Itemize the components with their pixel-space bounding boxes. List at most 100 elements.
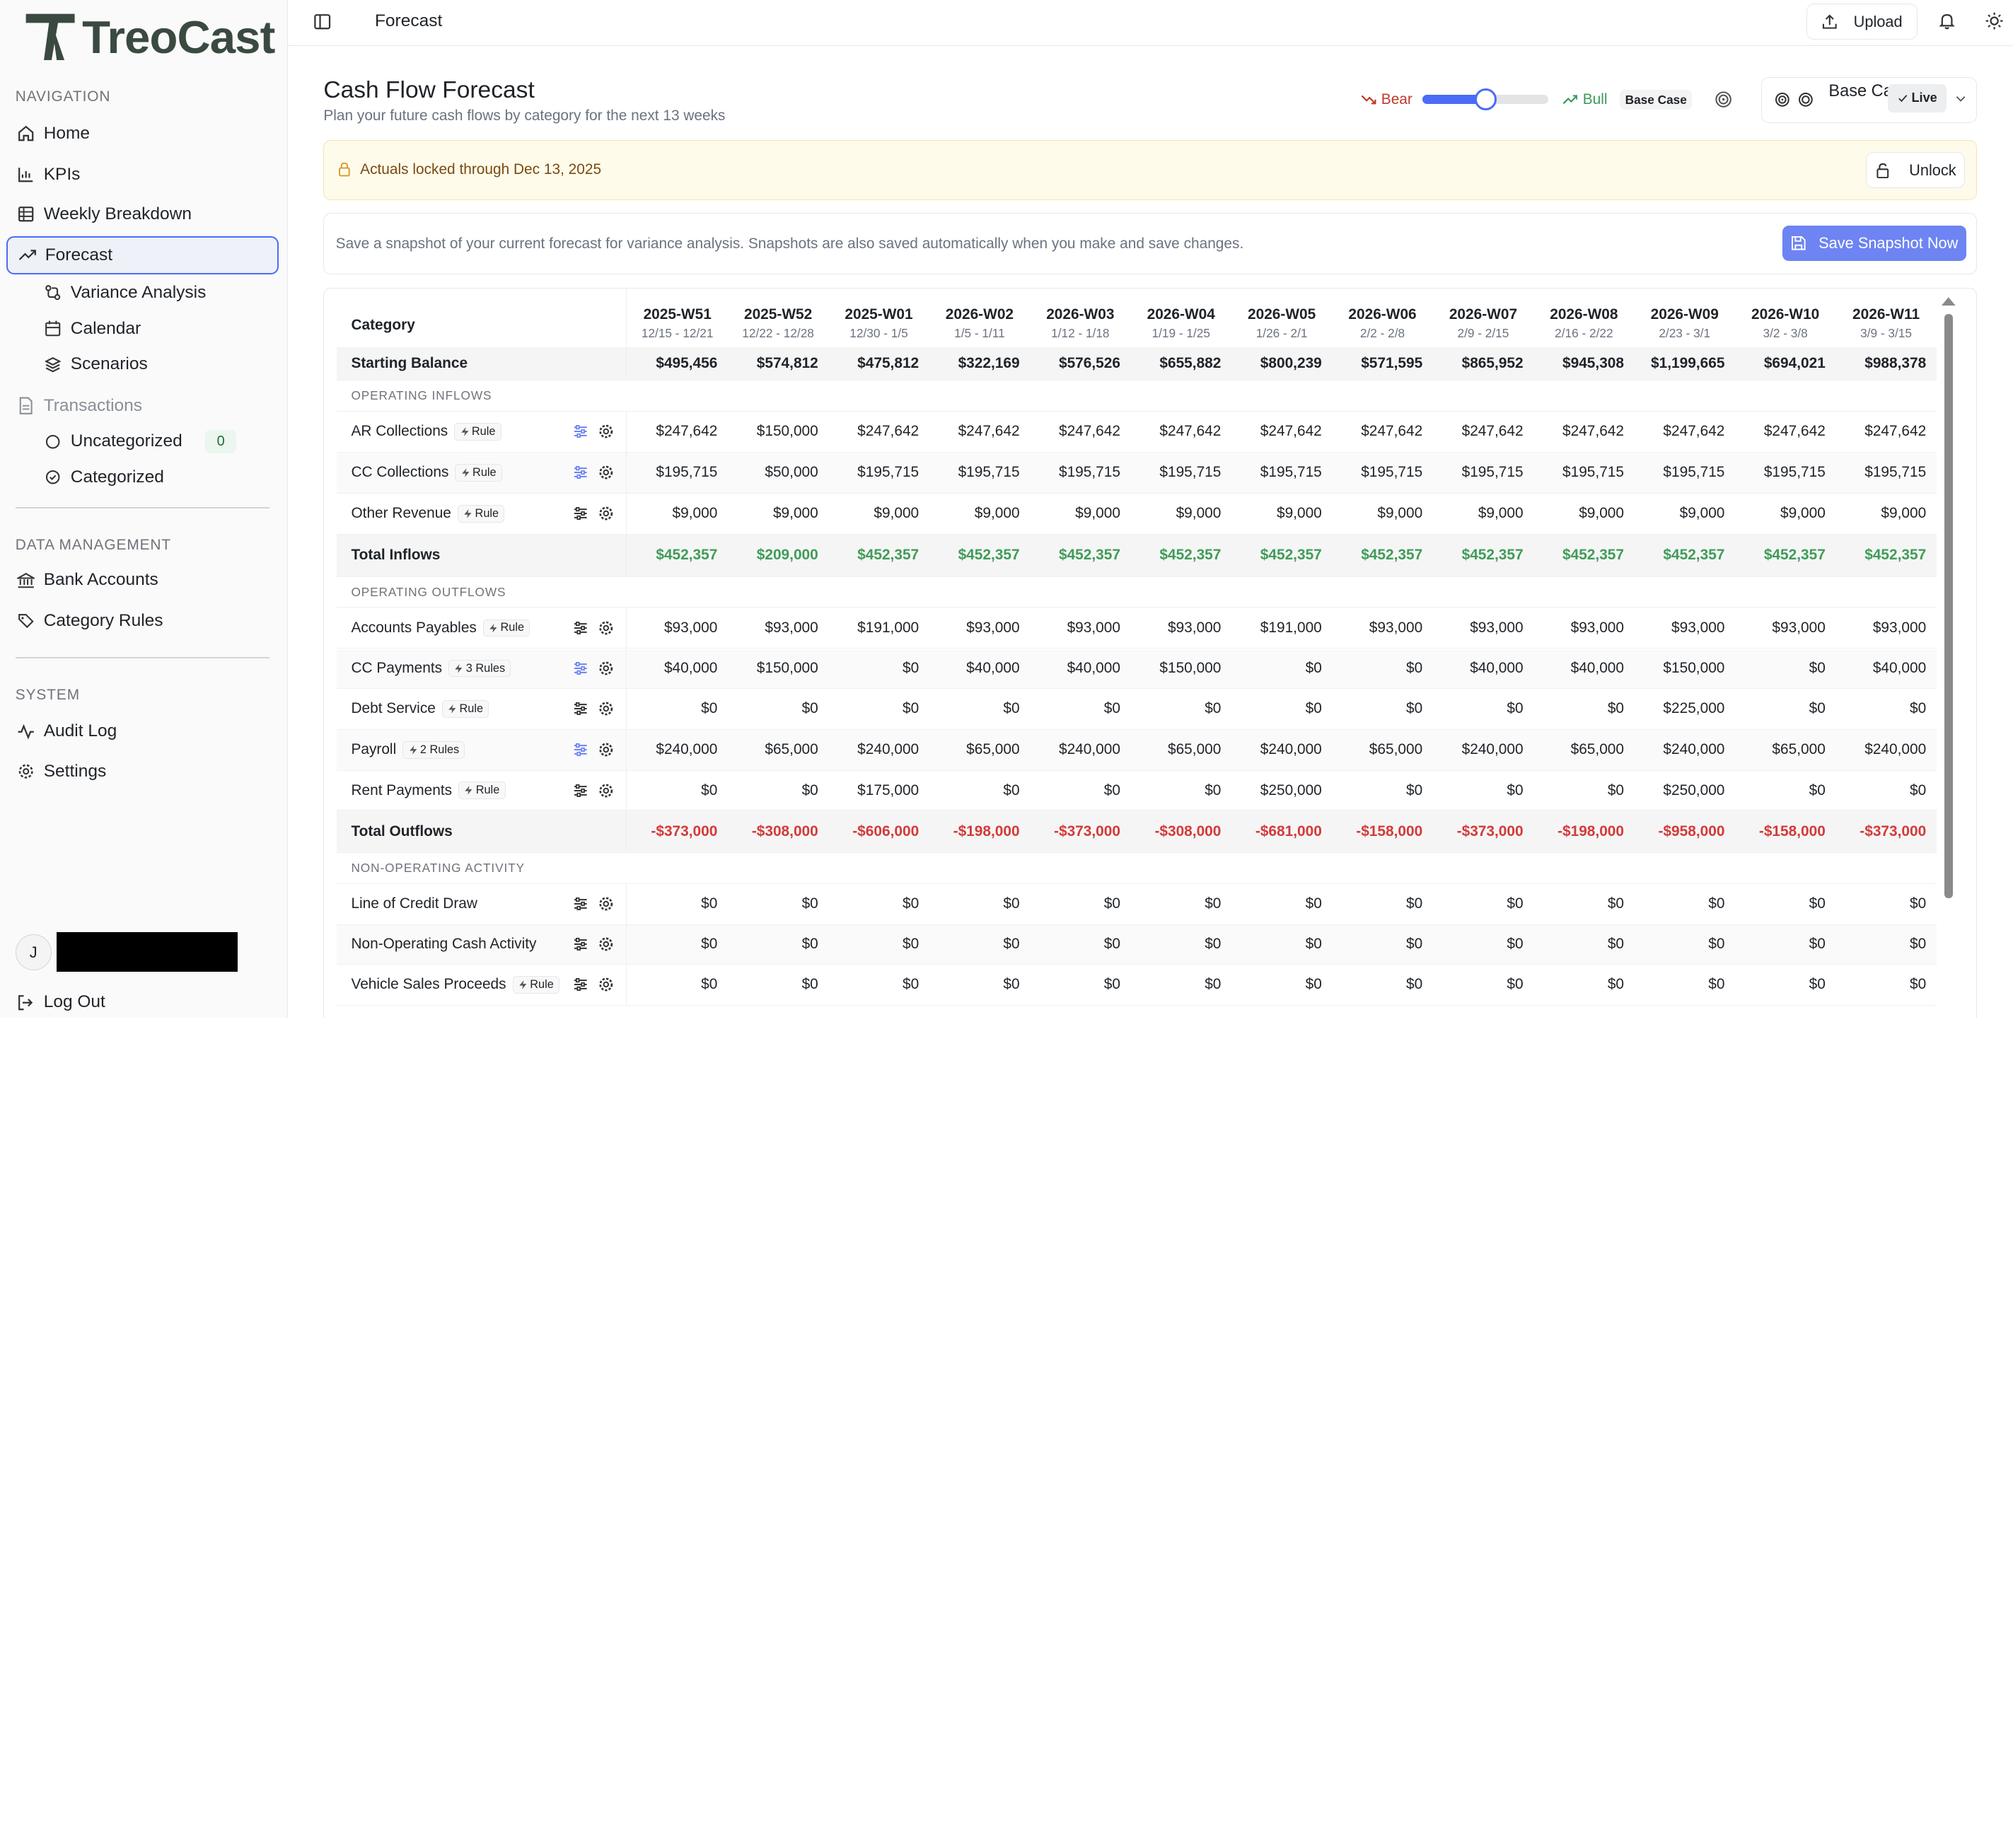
table-cell[interactable]: $0 (701, 700, 718, 717)
sliders-icon[interactable] (572, 782, 589, 799)
table-cell[interactable]: $191,000 (857, 619, 920, 636)
table-cell[interactable]: $452,357 (1864, 547, 1927, 564)
rule-badge[interactable]: 2 Rules (402, 741, 465, 759)
table-cell[interactable]: $0 (1910, 976, 1927, 993)
table-cell[interactable]: $0 (1910, 936, 1927, 953)
table-cell[interactable]: $50,000 (765, 464, 818, 481)
week-column-header[interactable]: 2025-W51 12/15 - 12/21 (627, 289, 727, 347)
table-cell[interactable]: $0 (801, 700, 818, 717)
table-cell[interactable]: -$198,000 (953, 823, 1020, 839)
table-cell[interactable]: $0 (801, 936, 818, 953)
table-cell[interactable]: $9,000 (1579, 505, 1625, 522)
table-cell[interactable]: $0 (1507, 700, 1524, 717)
week-column-header[interactable]: 2026-W03 1/12 - 1/18 (1030, 289, 1130, 347)
table-cell[interactable]: $0 (902, 976, 920, 993)
table-cell[interactable]: $0 (1708, 936, 1725, 953)
table-cell[interactable]: $240,000 (656, 741, 718, 758)
table-cell[interactable]: $452,357 (857, 547, 920, 564)
rule-badge[interactable]: Rule (441, 699, 489, 718)
table-cell[interactable]: $0 (1910, 895, 1927, 912)
table-cell[interactable]: $247,642 (1461, 423, 1524, 440)
table-cell[interactable]: $452,357 (1260, 547, 1322, 564)
table-cell[interactable]: $0 (1406, 660, 1423, 677)
table-cell[interactable]: $9,000 (1478, 505, 1524, 522)
table-cell[interactable]: $0 (1406, 895, 1423, 912)
table-cell[interactable]: $452,357 (1159, 547, 1222, 564)
table-cell[interactable]: $0 (1205, 936, 1222, 953)
table-cell[interactable]: -$158,000 (1356, 823, 1423, 839)
table-cell[interactable]: $93,000 (1470, 619, 1524, 636)
table-cell[interactable]: $0 (701, 781, 718, 798)
sliders-icon[interactable] (572, 423, 589, 440)
table-cell[interactable]: $452,357 (958, 547, 1020, 564)
sliders-icon[interactable] (572, 660, 589, 677)
table-cell[interactable]: $65,000 (1570, 741, 1625, 758)
table-cell[interactable]: $655,882 (1159, 355, 1222, 372)
sun-icon[interactable] (1985, 11, 2004, 30)
table-cell[interactable]: $195,715 (1663, 464, 1725, 481)
table-cell[interactable]: $0 (1003, 895, 1020, 912)
scenario-select[interactable]: Base Case Live (1761, 76, 1977, 124)
table-cell[interactable]: $0 (902, 700, 920, 717)
table-cell[interactable]: $0 (1809, 895, 1826, 912)
table-cell[interactable]: $0 (1809, 781, 1826, 798)
table-cell[interactable]: $247,642 (1864, 423, 1927, 440)
table-cell[interactable]: $452,357 (1461, 547, 1524, 564)
table-cell[interactable]: $452,357 (1361, 547, 1423, 564)
rule-badge[interactable]: Rule (454, 422, 501, 441)
table-cell[interactable]: $93,000 (1369, 619, 1423, 636)
sliders-icon[interactable] (572, 936, 589, 953)
rule-badge[interactable]: Rule (512, 976, 560, 994)
table-cell[interactable]: $247,642 (857, 423, 920, 440)
table-cell[interactable]: $0 (1103, 700, 1120, 717)
table-cell[interactable]: $9,000 (1075, 505, 1120, 522)
table-cell[interactable]: $65,000 (1167, 741, 1222, 758)
table-cell[interactable]: $0 (1003, 781, 1020, 798)
table-cell[interactable]: -$308,000 (751, 823, 818, 839)
table-cell[interactable]: $0 (1305, 936, 1322, 953)
nav-forecast[interactable]: Forecast (6, 236, 279, 275)
table-cell[interactable]: $475,812 (857, 355, 920, 372)
table-cell[interactable]: $0 (1507, 976, 1524, 993)
week-column-header[interactable]: 2026-W04 1/19 - 1/25 (1131, 289, 1231, 347)
sliders-icon[interactable] (572, 465, 589, 482)
sliders-icon[interactable] (572, 506, 589, 523)
table-cell[interactable]: $0 (1003, 700, 1020, 717)
table-cell[interactable]: $195,715 (958, 464, 1020, 481)
rule-badge[interactable]: Rule (482, 619, 530, 637)
table-cell[interactable]: $0 (1910, 700, 1927, 717)
table-cell[interactable]: $0 (1103, 936, 1120, 953)
table-cell[interactable]: $0 (1205, 976, 1222, 993)
table-cell[interactable]: $0 (1708, 976, 1725, 993)
table-cell[interactable]: $93,000 (966, 619, 1020, 636)
table-cell[interactable]: $195,715 (1361, 464, 1423, 481)
nav-scenarios[interactable]: Scenarios (38, 348, 269, 381)
nav-variance-analysis[interactable]: Variance Analysis (38, 276, 269, 309)
table-cell[interactable]: $574,812 (756, 355, 818, 372)
table-cell[interactable]: $191,000 (1260, 619, 1322, 636)
table-cell[interactable]: $0 (1607, 781, 1625, 798)
table-cell[interactable]: $247,642 (1663, 423, 1725, 440)
table-cell[interactable]: $9,000 (1176, 505, 1222, 522)
rule-badge[interactable]: Rule (458, 781, 506, 799)
table-cell[interactable]: $0 (1607, 895, 1625, 912)
table-cell[interactable]: $0 (1507, 936, 1524, 953)
week-column-header[interactable]: 2026-W07 2/9 - 2/15 (1433, 289, 1533, 347)
table-cell[interactable]: $65,000 (1772, 741, 1826, 758)
table-cell[interactable]: $93,000 (663, 619, 718, 636)
target-icon[interactable] (1714, 90, 1733, 109)
table-cell[interactable]: $452,357 (1663, 547, 1725, 564)
nav-transactions[interactable]: Transactions (6, 386, 279, 424)
table-cell[interactable]: $240,000 (1461, 741, 1524, 758)
gear-icon[interactable] (598, 423, 615, 440)
table-cell[interactable]: $9,000 (1780, 505, 1826, 522)
table-cell[interactable]: $0 (1507, 895, 1524, 912)
table-cell[interactable]: $800,239 (1260, 355, 1322, 372)
table-cell[interactable]: $195,715 (1562, 464, 1625, 481)
table-cell[interactable]: $0 (1103, 976, 1120, 993)
table-cell[interactable]: -$373,000 (1054, 823, 1120, 839)
vertical-scrollbar[interactable] (1944, 313, 1954, 898)
table-cell[interactable]: $93,000 (1167, 619, 1222, 636)
table-cell[interactable]: -$373,000 (1860, 823, 1927, 839)
table-cell[interactable]: $65,000 (765, 741, 818, 758)
